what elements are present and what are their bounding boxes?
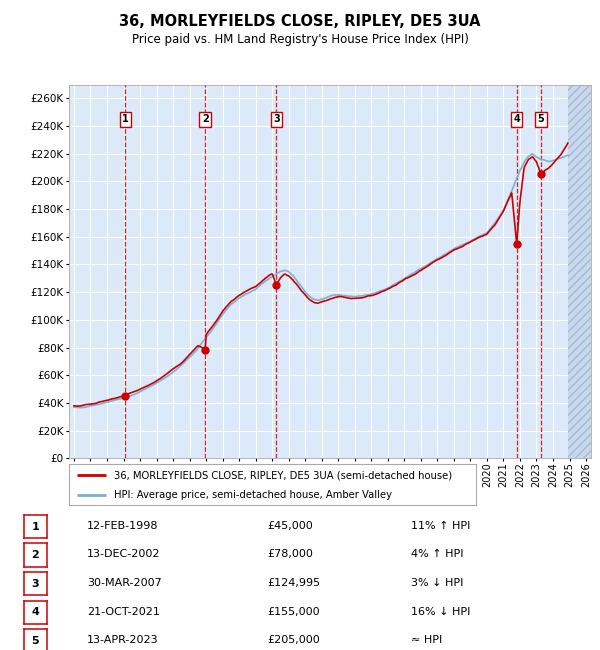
Text: 1: 1 xyxy=(122,114,129,124)
Text: ≈ HPI: ≈ HPI xyxy=(411,635,442,645)
Text: 2: 2 xyxy=(32,550,39,560)
Bar xyxy=(568,84,591,458)
Text: 4% ↑ HPI: 4% ↑ HPI xyxy=(411,549,464,560)
Text: Price paid vs. HM Land Registry's House Price Index (HPI): Price paid vs. HM Land Registry's House … xyxy=(131,32,469,46)
Text: £124,995: £124,995 xyxy=(267,578,320,588)
Text: £155,000: £155,000 xyxy=(267,606,320,617)
Text: 16% ↓ HPI: 16% ↓ HPI xyxy=(411,606,470,617)
Text: 4: 4 xyxy=(31,607,40,618)
Text: 11% ↑ HPI: 11% ↑ HPI xyxy=(411,521,470,531)
Text: 13-DEC-2002: 13-DEC-2002 xyxy=(87,549,161,560)
Text: 3: 3 xyxy=(32,578,39,589)
Text: 30-MAR-2007: 30-MAR-2007 xyxy=(87,578,162,588)
Text: HPI: Average price, semi-detached house, Amber Valley: HPI: Average price, semi-detached house,… xyxy=(114,490,392,500)
Text: 21-OCT-2021: 21-OCT-2021 xyxy=(87,606,160,617)
Text: 5: 5 xyxy=(32,636,39,646)
Text: 3: 3 xyxy=(273,114,280,124)
Text: 4: 4 xyxy=(513,114,520,124)
Text: £205,000: £205,000 xyxy=(267,635,320,645)
Text: £45,000: £45,000 xyxy=(267,521,313,531)
Text: 3% ↓ HPI: 3% ↓ HPI xyxy=(411,578,463,588)
Text: 13-APR-2023: 13-APR-2023 xyxy=(87,635,158,645)
Text: 36, MORLEYFIELDS CLOSE, RIPLEY, DE5 3UA: 36, MORLEYFIELDS CLOSE, RIPLEY, DE5 3UA xyxy=(119,14,481,29)
Text: 5: 5 xyxy=(538,114,544,124)
Text: £78,000: £78,000 xyxy=(267,549,313,560)
Text: 36, MORLEYFIELDS CLOSE, RIPLEY, DE5 3UA (semi-detached house): 36, MORLEYFIELDS CLOSE, RIPLEY, DE5 3UA … xyxy=(114,470,452,480)
Text: 2: 2 xyxy=(202,114,209,124)
Text: 1: 1 xyxy=(32,521,39,532)
Text: 12-FEB-1998: 12-FEB-1998 xyxy=(87,521,158,531)
